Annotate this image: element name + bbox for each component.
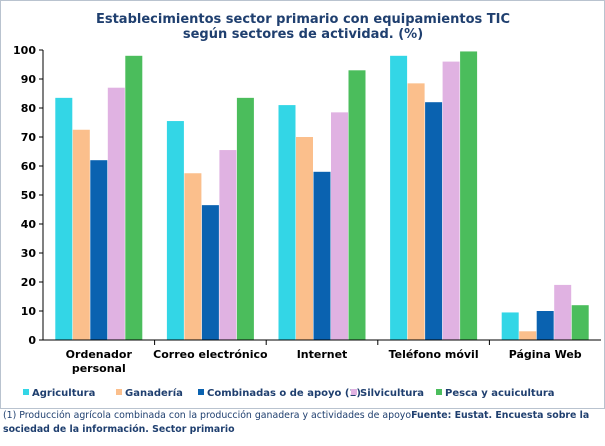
x-category-label: Teléfono móvil	[389, 348, 479, 361]
bar	[219, 150, 237, 340]
bar	[425, 102, 443, 340]
chart-canvas: Establecimientos sector primario con equ…	[13, 12, 601, 399]
y-tick-label: 40	[21, 218, 37, 231]
legend-label: Agricultura	[32, 388, 95, 399]
x-category-label: personal	[72, 362, 126, 375]
y-tick-label: 80	[21, 102, 37, 115]
legend-swatch	[198, 389, 204, 395]
footnote: (1) Producción agrícola combinada con la…	[3, 409, 603, 437]
legend-swatch	[436, 389, 442, 395]
y-tick-label: 20	[21, 276, 37, 289]
bar	[166, 121, 184, 340]
y-tick-label: 60	[21, 160, 37, 173]
bar	[278, 105, 296, 340]
legend-swatch	[23, 389, 29, 395]
bar	[331, 112, 348, 340]
y-tick-label: 90	[21, 73, 37, 86]
bar	[201, 205, 219, 340]
y-tick-label: 10	[21, 305, 37, 318]
legend-swatch	[351, 389, 357, 395]
legend-label: Pesca y acuicultura	[445, 388, 555, 399]
y-tick-label: 100	[13, 44, 36, 57]
bar	[348, 70, 366, 341]
bar	[536, 311, 554, 340]
footnote-note: (1) Producción agrícola combinada con la…	[3, 410, 412, 421]
bar	[313, 171, 331, 340]
x-category-label: Página Web	[509, 348, 582, 361]
bar	[184, 173, 202, 340]
bar	[72, 129, 90, 340]
bar	[519, 331, 537, 340]
chart-frame: Establecimientos sector primario con equ…	[0, 0, 605, 409]
y-tick-label: 0	[28, 334, 36, 347]
x-category-label: Ordenador	[66, 348, 133, 361]
chart-title-line: según sectores de actividad. (%)	[183, 27, 423, 42]
y-tick-label: 50	[21, 189, 37, 202]
legend-label: Combinadas o de apoyo (1)	[207, 388, 361, 399]
legend-label: Ganadería	[125, 387, 183, 399]
bar	[554, 284, 572, 340]
bar	[107, 87, 125, 340]
bar	[407, 83, 425, 340]
bar	[442, 61, 460, 340]
y-tick-label: 70	[21, 131, 37, 144]
bar	[460, 51, 478, 340]
bar	[571, 305, 589, 340]
bar	[55, 97, 73, 340]
bar	[296, 137, 313, 340]
footnote-source: Fuente: Eustat. Encuesta sobre la socied…	[3, 410, 590, 435]
bar	[390, 55, 408, 341]
bar	[501, 312, 519, 340]
x-category-label: Correo electrónico	[153, 348, 268, 361]
legend-label: Silvicultura	[360, 388, 424, 399]
x-category-label: Internet	[297, 348, 348, 361]
chart-title-line: Establecimientos sector primario con equ…	[96, 12, 510, 27]
bar	[125, 55, 143, 341]
legend-swatch	[116, 389, 122, 395]
bar	[90, 160, 108, 340]
bar	[236, 97, 254, 340]
y-tick-label: 30	[21, 247, 37, 260]
